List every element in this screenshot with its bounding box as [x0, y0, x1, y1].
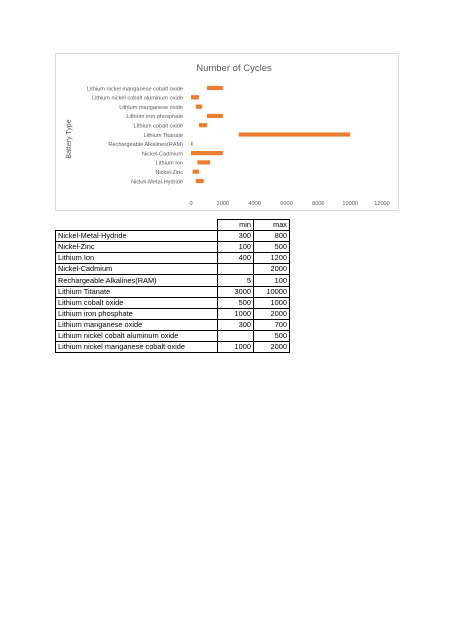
- row-name-cell: Nickel-Zinc: [55, 241, 218, 254]
- x-tick-label: 6000: [280, 201, 292, 207]
- row-min-cell: 1000: [217, 307, 254, 320]
- bar: [191, 95, 199, 100]
- table-row: Lithium Titanate 3000 10000: [55, 285, 290, 298]
- category-label: Lithium iron phosphate: [126, 114, 183, 120]
- data-table: min max Nickel-Metal-Hydride 300 800 Nickel…: [55, 218, 290, 354]
- x-tick-label: 2000: [217, 201, 229, 207]
- row-min-cell: 3000: [217, 285, 254, 298]
- bar: [192, 169, 199, 174]
- row-max-cell: 500: [253, 241, 290, 254]
- row-max-cell: 1200: [253, 252, 290, 265]
- table-row: Lithium cobalt oxide 500 1000: [55, 296, 290, 309]
- x-tick-label: 0: [189, 201, 192, 207]
- row-min-cell: 400: [217, 252, 254, 265]
- table-row: Lithium Ion 400 1200: [55, 252, 290, 265]
- bar: [238, 132, 351, 137]
- row-max-cell: 2000: [253, 263, 290, 276]
- bar: [206, 85, 223, 91]
- category-label: Lithium nickel cobalt aluminum oxide: [92, 96, 183, 102]
- row-name-cell: Lithium nickel cobalt aluminum oxide: [55, 329, 218, 343]
- category-label: Lithium nickel manganese cobalt oxide: [87, 86, 183, 92]
- table-row: Nickel-Metal-Hydride 300 800: [55, 230, 290, 243]
- row-name-cell: Lithium nickel manganese cobalt oxide: [55, 341, 218, 354]
- row-max-cell: 800: [253, 230, 290, 243]
- table-row: Lithium nickel cobalt aluminum oxide 500: [55, 329, 290, 343]
- table-row: Lithium manganese oxide 300 700: [55, 318, 290, 331]
- row-max-cell: 10000: [253, 285, 290, 298]
- bar: [197, 160, 211, 165]
- chart-container: Number of Cycles Battery Type Lithium ni…: [55, 53, 399, 211]
- bar-chart: Number of Cycles Battery Type Lithium ni…: [66, 63, 390, 207]
- bar: [198, 123, 207, 128]
- row-max-cell: 100: [253, 274, 290, 287]
- category-label: Nickel-Cadmium: [142, 151, 183, 157]
- row-min-cell: 500: [217, 296, 254, 309]
- category-label: Lithium Titanate: [144, 133, 184, 139]
- table-row: Nickel-Cadmium 2000: [55, 263, 290, 276]
- x-tick-labels: 0 2000 4000 6000 8000 10000 12000: [189, 201, 389, 207]
- header-min: min: [217, 218, 254, 231]
- row-max-cell: 2000: [253, 307, 290, 320]
- chart-title: Number of Cycles: [196, 63, 272, 74]
- bar: [206, 113, 223, 118]
- row-max-cell: 500: [253, 329, 290, 343]
- bar: [195, 104, 203, 109]
- bar: [191, 141, 193, 146]
- bar: [195, 178, 204, 184]
- category-label: Lithium cobalt oxide: [134, 124, 183, 130]
- row-min-cell: 1000: [217, 341, 254, 354]
- table-header-row: min max: [56, 218, 290, 231]
- x-tick-label: 4000: [248, 201, 260, 207]
- row-min-cell: 5: [217, 274, 254, 287]
- table-row: Lithium nickel manganese cobalt oxide 100…: [55, 341, 290, 354]
- category-label: Nickel-Zinc: [155, 170, 183, 176]
- table-row: Rechargeable Alkalines(RAM) 5 100: [55, 274, 290, 287]
- row-min-cell: 300: [217, 230, 254, 243]
- y-axis-label: Battery Type: [66, 119, 73, 158]
- row-name-cell: Lithium cobalt oxide: [55, 296, 218, 309]
- x-tick-label: 8000: [312, 201, 324, 207]
- header-blank-cell: [56, 220, 218, 231]
- category-label: Lithium Ion: [156, 161, 183, 167]
- category-label: Rechargeable Alkalines(RAM): [108, 142, 183, 148]
- row-name-cell: Lithium manganese oxide: [55, 318, 218, 331]
- row-name-cell: Lithium Ion: [55, 252, 218, 265]
- row-name-cell: Rechargeable Alkalines(RAM): [55, 274, 218, 287]
- table-row: Nickel-Zinc 100 500: [55, 241, 290, 254]
- x-tick-label: 12000: [374, 201, 390, 207]
- category-label: Nickel-Metal-Hydride: [131, 179, 183, 185]
- row-min-cell: 100: [217, 241, 254, 254]
- row-max-cell: 1000: [253, 296, 290, 309]
- row-max-cell: 700: [253, 318, 290, 331]
- bar: [191, 151, 223, 156]
- table-row: Lithium iron phosphate 1000 2000: [55, 307, 290, 320]
- row-name-cell: Lithium iron phosphate: [55, 307, 218, 320]
- row-min-cell: [217, 329, 254, 343]
- x-tick-label: 10000: [342, 201, 358, 207]
- row-name-cell: Lithium Titanate: [55, 285, 218, 298]
- row-name-cell: Nickel-Cadmium: [55, 263, 218, 276]
- header-max: max: [253, 218, 290, 231]
- category-label: Lithium manganese oxide: [119, 105, 183, 111]
- bars: [191, 85, 351, 184]
- category-labels: Lithium nickel manganese cobalt oxide Lit…: [87, 86, 183, 185]
- row-min-cell: [217, 263, 254, 276]
- row-min-cell: 300: [217, 318, 254, 331]
- row-name-cell: Nickel-Metal-Hydride: [55, 230, 218, 243]
- row-max-cell: 2000: [253, 341, 290, 354]
